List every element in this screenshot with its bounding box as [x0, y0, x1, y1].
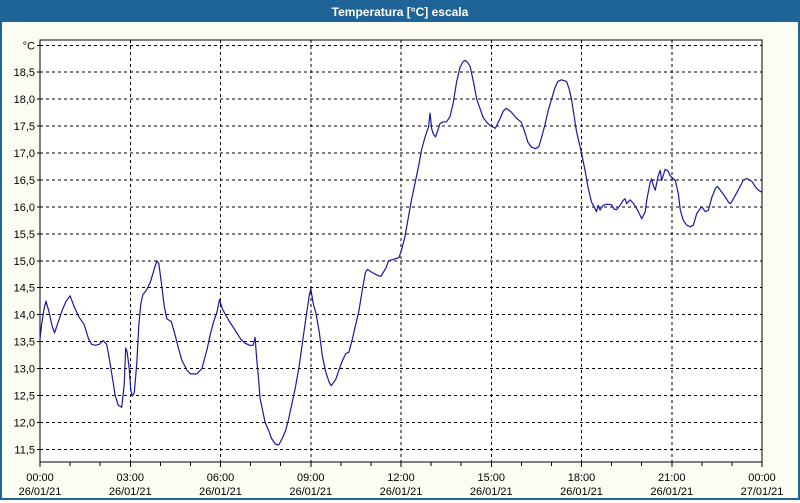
y-tick-label: 14,5 — [14, 283, 35, 295]
x-tick-date-label: 27/01/21 — [741, 486, 784, 498]
x-tick-time-label: 06:00 — [207, 472, 235, 484]
y-tick-label: 14,0 — [14, 310, 35, 322]
y-tick-label: 11,5 — [14, 444, 35, 456]
x-tick-time-label: 21:00 — [658, 472, 686, 484]
x-tick-date-label: 26/01/21 — [380, 486, 423, 498]
x-tick-date-label: 26/01/21 — [289, 486, 332, 498]
y-tick-label: 16,5 — [14, 175, 35, 187]
x-tick-time-label: 09:00 — [297, 472, 325, 484]
x-tick-date-label: 26/01/21 — [560, 486, 603, 498]
window-title-bar: Temperatura [°C] escala — [2, 2, 798, 22]
y-tick-label: 16,0 — [14, 202, 35, 214]
temperature-chart: °C 18,5 18,0 17,5 17,0 16,5 16,0 15,5 15,0 14,5 14… — [2, 22, 798, 498]
chart-plot: °C 18,5 18,0 17,5 17,0 16,5 16,0 15,5 15,0 14,5 14… — [14, 39, 784, 498]
y-tick-label: 12,0 — [14, 417, 35, 429]
page-title: Temperatura [°C] escala — [331, 5, 469, 19]
x-tick-time-label: 12:00 — [387, 472, 415, 484]
y-tick-label: 12,5 — [14, 390, 35, 402]
x-tick-time-label: 15:00 — [477, 472, 505, 484]
x-tick-time-label: 18:00 — [568, 472, 596, 484]
y-axis-unit-label: °C — [23, 40, 35, 52]
temperature-series-line — [39, 59, 763, 446]
y-tick-label: 18,0 — [14, 94, 35, 106]
x-tick-time-label: 03:00 — [116, 472, 144, 484]
y-tick-label: 13,0 — [14, 364, 35, 376]
x-tick-time-label: 00:00 — [748, 472, 776, 484]
y-tick-label: 17,0 — [14, 148, 35, 160]
x-tick-time-label: 00:00 — [26, 472, 54, 484]
y-tick-label: 15,5 — [14, 229, 35, 241]
x-tick-date-label: 26/01/21 — [199, 486, 242, 498]
x-tick-date-label: 26/01/21 — [650, 486, 693, 498]
x-tick-date-label: 26/01/21 — [109, 486, 152, 498]
y-tick-label: 18,5 — [14, 67, 35, 79]
x-tick-date-label: 26/01/21 — [470, 486, 513, 498]
y-tick-label: 13,5 — [14, 337, 35, 349]
y-tick-label: 17,5 — [14, 121, 35, 133]
x-tick-date-label: 26/01/21 — [19, 486, 62, 498]
y-tick-label: 15,0 — [14, 256, 35, 268]
